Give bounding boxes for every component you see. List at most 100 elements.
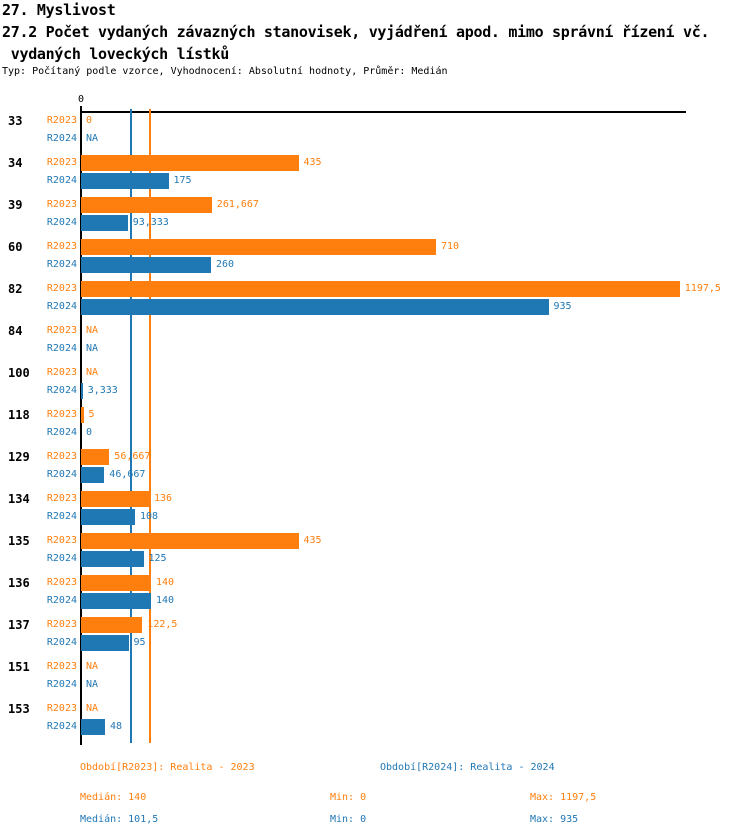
bar-r2023 [81, 155, 299, 171]
bar-r2024 [81, 257, 211, 273]
value-label: 108 [140, 511, 159, 522]
value-label: 122,5 [147, 619, 178, 630]
value-label: 140 [156, 595, 175, 606]
bar-r2024 [81, 299, 549, 315]
bar-r2024 [81, 593, 151, 609]
bar-r2024 [81, 635, 129, 651]
stat-min-r2023: Min: 0 [330, 792, 367, 803]
series-label-r2023: R2023 [46, 115, 77, 126]
legend-item-r2024: Období[R2024]: Realita - 2024 [380, 762, 555, 773]
series-label-r2024: R2024 [46, 175, 77, 186]
category-label: 151 [8, 660, 30, 674]
series-label-r2024: R2024 [46, 469, 77, 480]
value-label: 125 [148, 553, 167, 564]
series-label-r2023: R2023 [46, 493, 77, 504]
bar-r2024 [81, 509, 135, 525]
series-label-r2023: R2023 [46, 367, 77, 378]
stat-median-r2023: Medián: 140 [80, 792, 147, 803]
value-label: 46,667 [109, 469, 146, 480]
value-label: NA [86, 325, 99, 336]
legend-item-r2023: Období[R2023]: Realita - 2023 [80, 762, 255, 773]
bar-r2023 [81, 491, 149, 507]
value-label: NA [86, 133, 99, 144]
series-label-r2023: R2023 [46, 451, 77, 462]
median-line-r2023 [149, 109, 151, 743]
chart-title-line2: vydaných loveckých lístků [2, 45, 230, 63]
category-label: 135 [8, 534, 30, 548]
value-label: 175 [173, 175, 192, 186]
category-label: 34 [8, 156, 23, 170]
series-label-r2023: R2023 [46, 619, 77, 630]
series-label-r2024: R2024 [46, 385, 77, 396]
bar-r2023 [81, 617, 143, 633]
series-label-r2023: R2023 [46, 535, 77, 546]
value-label: NA [86, 343, 99, 354]
bar-r2023 [81, 575, 151, 591]
value-label: 93,333 [132, 217, 169, 228]
series-label-r2024: R2024 [46, 637, 77, 648]
series-label-r2024: R2024 [46, 343, 77, 354]
value-label: 5 [88, 409, 95, 420]
value-label: 435 [303, 535, 322, 546]
bar-r2023 [81, 281, 680, 297]
series-label-r2023: R2023 [46, 703, 77, 714]
x-axis-zero-tick-label: 0 [77, 94, 85, 105]
value-label: 95 [133, 637, 146, 648]
value-label: NA [86, 367, 99, 378]
bar-r2024 [81, 173, 169, 189]
bar-r2023 [81, 407, 84, 423]
value-label: 56,667 [114, 451, 151, 462]
series-label-r2023: R2023 [46, 283, 77, 294]
value-label: 710 [441, 241, 460, 252]
value-label: 0 [86, 427, 93, 438]
category-label: 39 [8, 198, 23, 212]
series-label-r2024: R2024 [46, 553, 77, 564]
value-label: 935 [553, 301, 572, 312]
series-label-r2023: R2023 [46, 409, 77, 420]
series-label-r2023: R2023 [46, 325, 77, 336]
value-label: 140 [156, 577, 175, 588]
bar-r2024 [81, 215, 128, 231]
bar-r2023 [81, 197, 212, 213]
series-label-r2024: R2024 [46, 259, 77, 270]
value-label: 1197,5 [684, 283, 721, 294]
value-label: 136 [154, 493, 173, 504]
bar-r2023 [81, 239, 436, 255]
series-label-r2024: R2024 [46, 721, 77, 732]
value-label: NA [86, 661, 99, 672]
category-label: 129 [8, 450, 30, 464]
value-label: 260 [216, 259, 235, 270]
category-label: 60 [8, 240, 23, 254]
series-label-r2024: R2024 [46, 301, 77, 312]
category-label: 153 [8, 702, 30, 716]
value-label: 3,333 [87, 385, 118, 396]
series-label-r2024: R2024 [46, 595, 77, 606]
series-label-r2023: R2023 [46, 157, 77, 168]
series-label-r2024: R2024 [46, 679, 77, 690]
series-label-r2023: R2023 [46, 199, 77, 210]
category-label: 134 [8, 492, 30, 506]
category-label: 82 [8, 282, 23, 296]
bar-r2024 [81, 551, 144, 567]
bar-r2023 [81, 449, 110, 465]
stat-min-r2024: Min: 0 [330, 814, 367, 825]
series-label-r2023: R2023 [46, 577, 77, 588]
value-label: NA [86, 703, 99, 714]
value-label: NA [86, 679, 99, 690]
series-label-r2023: R2023 [46, 241, 77, 252]
category-label: 100 [8, 366, 30, 380]
bar-chart: 0 33 R2023 0 R2024 NA 34 R2023 435 R2024 175 39 R20… [0, 90, 750, 752]
stat-median-r2024: Medián: 101,5 [80, 814, 159, 825]
chapter-title: 27. Myslivost [2, 1, 116, 19]
series-label-r2024: R2024 [46, 217, 77, 228]
bar-r2024 [81, 719, 105, 735]
series-label-r2024: R2024 [46, 427, 77, 438]
bar-r2024 [81, 383, 83, 399]
series-label-r2024: R2024 [46, 133, 77, 144]
chart-meta: Typ: Počítaný podle vzorce, Vyhodnocení:… [2, 66, 448, 77]
median-line-r2024 [130, 109, 132, 743]
chart-title-line1: 27.2 Počet vydaných závazných stanovisek… [2, 23, 710, 41]
bar-r2024 [81, 467, 105, 483]
value-label: 261,667 [216, 199, 259, 210]
